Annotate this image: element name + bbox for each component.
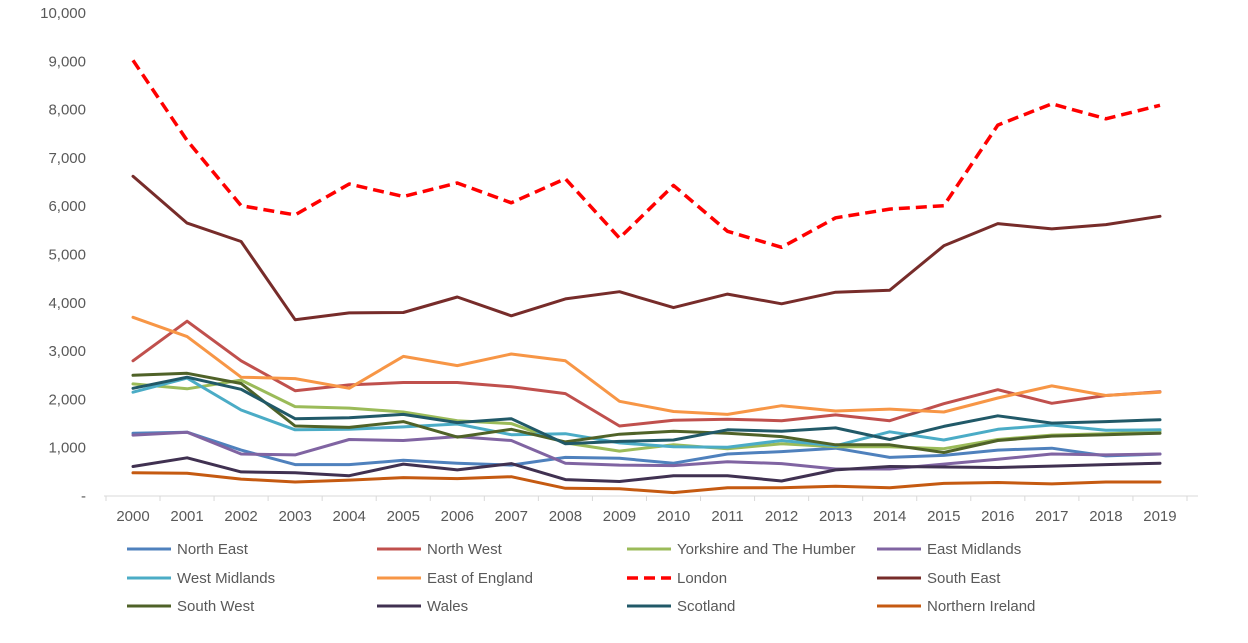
x-tick-label: 2003 xyxy=(278,508,311,525)
x-tick-label: 2001 xyxy=(170,508,203,525)
series-line-south-east xyxy=(131,174,1162,322)
legend-item: East of England xyxy=(377,570,533,587)
x-tick-label: 2002 xyxy=(224,508,257,525)
y-tick-label: 2,000 xyxy=(48,391,86,408)
legend-item: West Midlands xyxy=(127,570,275,587)
series-line-east-midlands xyxy=(131,430,1162,471)
series-line-north-east xyxy=(131,430,1162,467)
x-tick-label: 2013 xyxy=(819,508,852,525)
x-tick-label: 2016 xyxy=(981,508,1014,525)
legend-label: West Midlands xyxy=(177,570,275,587)
series-line-london xyxy=(131,59,1161,250)
x-tick-label: 2019 xyxy=(1143,508,1176,525)
x-axis: 2000 2001 2002 2003 2004 2005 2006 2007 2008 2009… xyxy=(104,495,1198,525)
legend-item: Wales xyxy=(377,598,468,615)
series-line-northern-ireland xyxy=(131,471,1162,495)
legend-label: Yorkshire and The Humber xyxy=(677,541,855,558)
legend-label: South West xyxy=(177,598,255,615)
x-tick-label: 2014 xyxy=(873,508,906,525)
series-line-east-of-england xyxy=(131,315,1162,416)
legend-label: North East xyxy=(177,541,249,558)
x-tick-label: 2012 xyxy=(765,508,798,525)
x-tick-label: 2008 xyxy=(549,508,582,525)
legend-label: East of England xyxy=(427,570,533,587)
x-tick-label: 2011 xyxy=(711,508,743,525)
legend-item: East Midlands xyxy=(877,541,1021,558)
legend-label: London xyxy=(677,570,727,587)
x-tick-label: 2010 xyxy=(657,508,690,525)
y-tick-label: 7,000 xyxy=(48,150,86,167)
legend-item: North East xyxy=(127,541,249,558)
legend: North East North West Yorkshire and The Hu… xyxy=(127,541,1035,615)
x-tick-label: 2015 xyxy=(927,508,960,525)
series-line-scotland xyxy=(131,375,1162,446)
legend-label: East Midlands xyxy=(927,541,1021,558)
y-tick-label: 1,000 xyxy=(48,440,86,457)
x-tick-label: 2017 xyxy=(1035,508,1068,525)
x-tick-label: 2004 xyxy=(333,508,366,525)
x-tick-label: 2007 xyxy=(495,508,528,525)
legend-label: Wales xyxy=(427,598,468,615)
legend-item: Northern Ireland xyxy=(877,598,1035,615)
series-line-west-midlands xyxy=(131,376,1162,449)
legend-label: South East xyxy=(927,570,1001,587)
x-tick-label: 2018 xyxy=(1089,508,1122,525)
y-tick-label: 5,000 xyxy=(48,247,86,264)
y-tick-label: 8,000 xyxy=(48,102,86,119)
legend-item: South West xyxy=(127,598,255,615)
y-tick-label: 9,000 xyxy=(48,53,86,70)
legend-item: Yorkshire and The Humber xyxy=(627,541,855,558)
y-axis: - 1,000 2,000 3,000 4,000 5,000 6,000 7,000 8,00… xyxy=(40,5,86,505)
y-tick-label: 6,000 xyxy=(48,198,86,215)
y-tick-label: - xyxy=(81,488,86,505)
y-tick-label: 4,000 xyxy=(48,295,86,312)
x-tick-label: 2009 xyxy=(603,508,636,525)
legend-item: London xyxy=(627,570,727,587)
x-tick-label: 2000 xyxy=(116,508,149,525)
legend-item: South East xyxy=(877,570,1001,587)
series-layer xyxy=(131,59,1162,495)
legend-label: Northern Ireland xyxy=(927,598,1035,615)
y-tick-label: 10,000 xyxy=(40,5,86,22)
series-line-south-west xyxy=(131,371,1162,454)
y-tick-label: 3,000 xyxy=(48,343,86,360)
legend-label: Scotland xyxy=(677,598,735,615)
x-tick-label: 2006 xyxy=(441,508,474,525)
series-line-wales xyxy=(131,456,1162,483)
series-line-north-west xyxy=(131,319,1162,428)
legend-item: North West xyxy=(377,541,503,558)
legend-item: Scotland xyxy=(627,598,735,615)
legend-label: North West xyxy=(427,541,503,558)
x-tick-label: 2005 xyxy=(387,508,420,525)
